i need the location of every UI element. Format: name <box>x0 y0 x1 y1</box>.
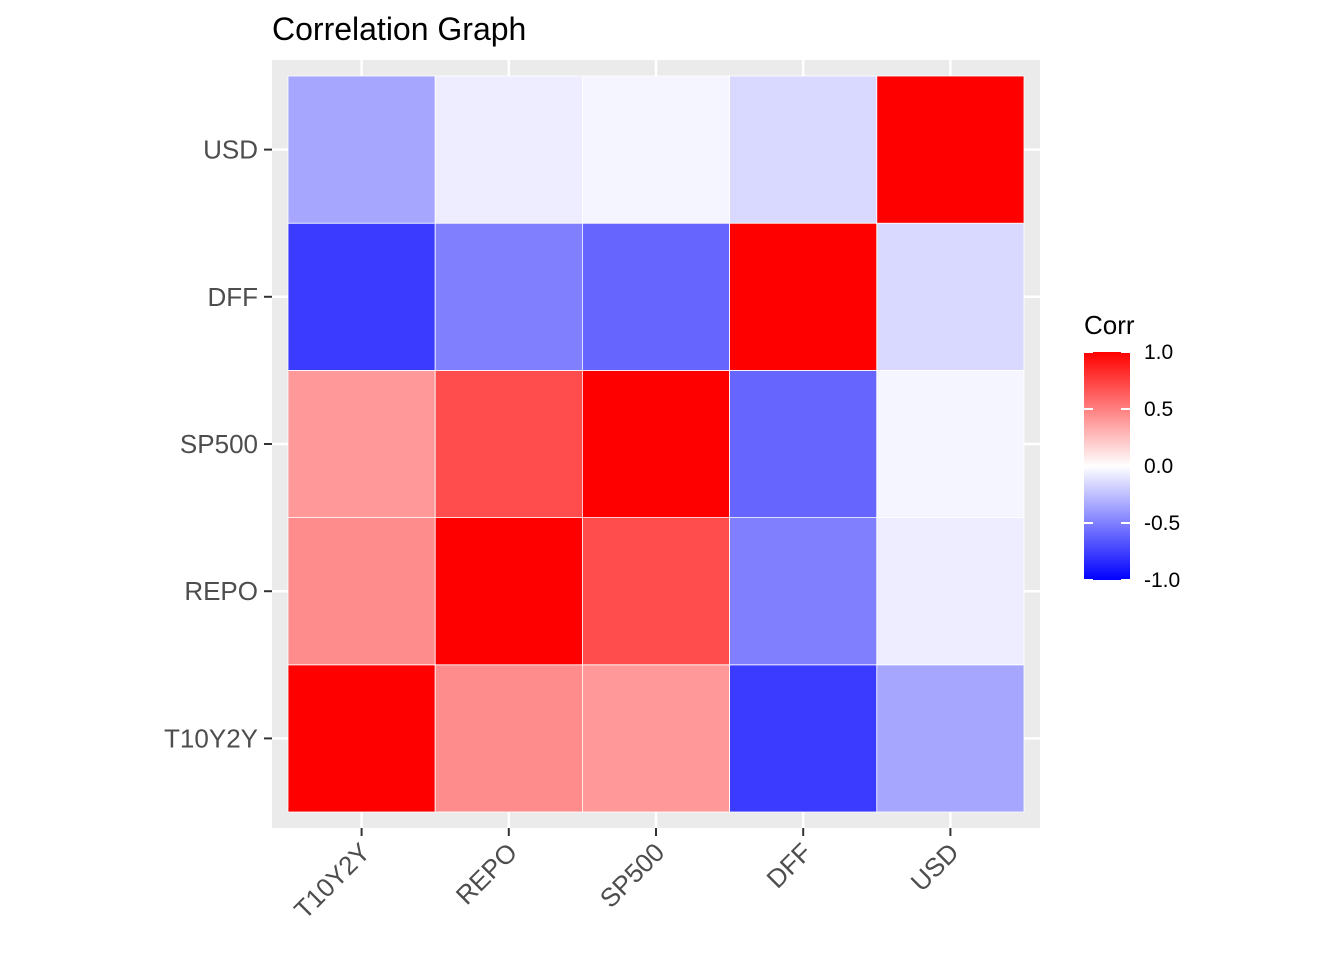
heatmap-cell <box>434 517 583 666</box>
heatmap-cell <box>434 222 583 371</box>
heatmap-cell <box>729 664 878 813</box>
heatmap-cell <box>876 369 1025 518</box>
y-tick-label: USD <box>203 135 258 165</box>
y-tick-label: DFF <box>207 282 258 312</box>
heatmap-cell <box>729 75 878 224</box>
y-tick-label: REPO <box>184 576 258 606</box>
legend-title: Corr <box>1084 310 1135 340</box>
legend-tick-label: 0.0 <box>1144 455 1173 478</box>
heatmap-cell <box>287 664 436 813</box>
legend-ticks: 1.0 0.5 0.0 -0.5 -1.0 <box>1084 341 1180 592</box>
heatmap-cell <box>876 517 1025 666</box>
heatmap-cell <box>287 222 436 371</box>
heatmap-cell <box>287 517 436 666</box>
heatmap-cell <box>729 369 878 518</box>
y-axis: T10Y2Y REPO SP500 DFF USD <box>164 135 272 753</box>
heatmap-cells <box>287 75 1025 813</box>
y-tick-label: T10Y2Y <box>164 723 258 753</box>
heatmap-cell <box>876 222 1025 371</box>
legend-tick-label: -1.0 <box>1144 569 1180 592</box>
x-tick-label: SP500 <box>594 837 670 913</box>
heatmap-cell <box>434 369 583 518</box>
y-tick-label: SP500 <box>180 429 258 459</box>
heatmap-cell <box>582 369 731 518</box>
heatmap-cell <box>287 75 436 224</box>
heatmap-cell <box>582 222 731 371</box>
legend-tick-label: 1.0 <box>1144 341 1173 364</box>
x-tick-label: T10Y2Y <box>288 837 376 925</box>
heatmap-cell <box>434 75 583 224</box>
x-tick-label: USD <box>905 837 965 897</box>
legend-tick-label: -0.5 <box>1144 512 1180 535</box>
legend-tick-label: 0.5 <box>1144 398 1173 421</box>
heatmap-cell <box>287 369 436 518</box>
chart-title: Correlation Graph <box>272 11 526 47</box>
heatmap-cell <box>729 222 878 371</box>
x-tick-label: REPO <box>450 837 523 910</box>
heatmap-cell <box>582 517 731 666</box>
x-axis: T10Y2Y REPO SP500 DFF USD <box>288 828 965 925</box>
heatmap-cell <box>582 75 731 224</box>
x-tick-label: DFF <box>760 837 817 894</box>
heatmap-cell <box>876 664 1025 813</box>
heatmap-cell <box>582 664 731 813</box>
color-legend: Corr 1.0 0.5 0.0 -0.5 -1.0 <box>1084 310 1180 592</box>
heatmap-cell <box>434 664 583 813</box>
heatmap-cell <box>729 517 878 666</box>
heatmap-cell <box>876 75 1025 224</box>
